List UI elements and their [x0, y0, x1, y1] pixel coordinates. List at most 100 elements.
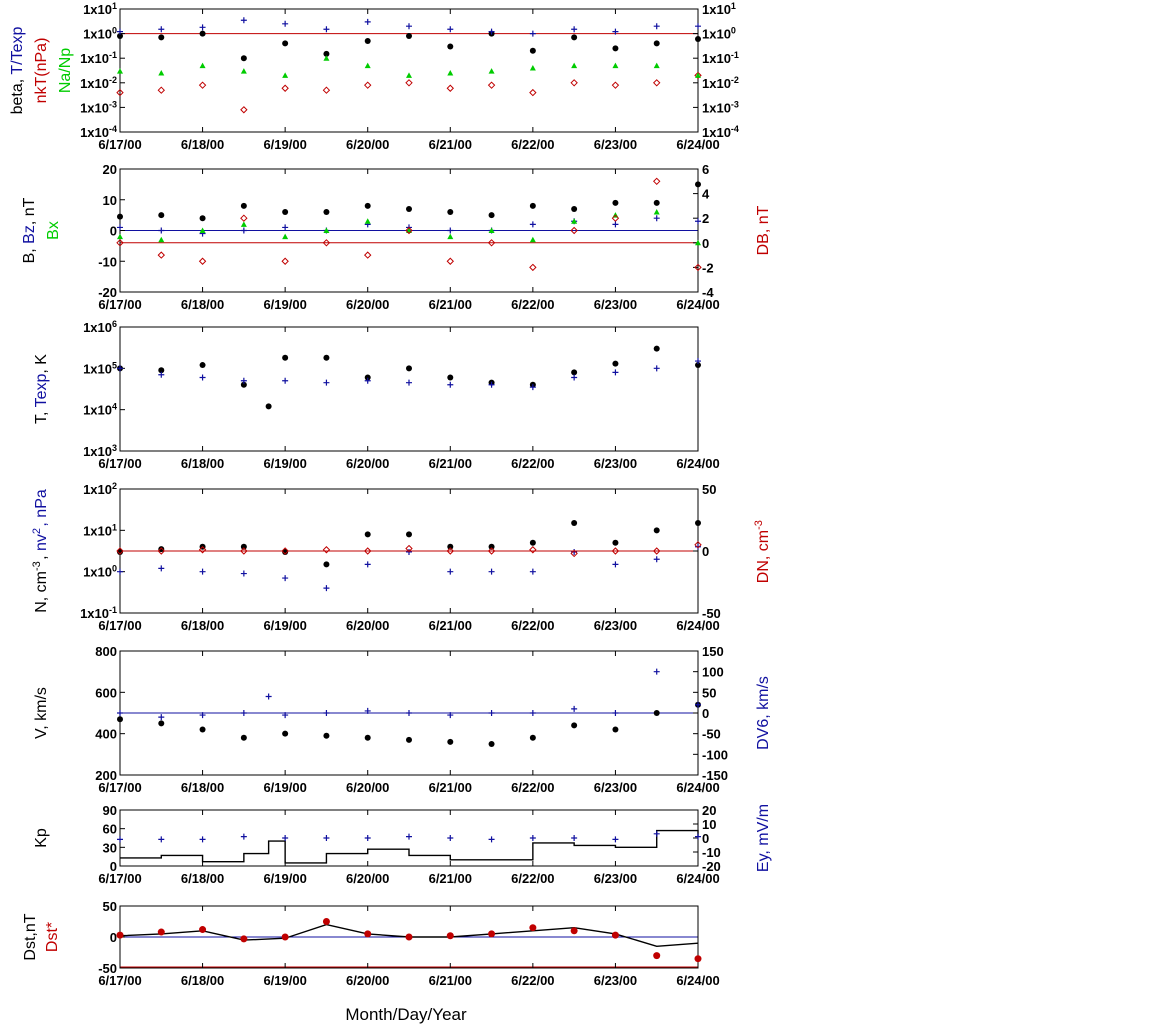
data-point [364, 81, 372, 89]
data-point [488, 836, 495, 843]
y-axis-label-line: DV6, km/s [755, 676, 772, 750]
data-point [405, 79, 413, 87]
data-point [158, 714, 165, 721]
x-tick-label: 6/20/00 [346, 780, 389, 795]
data-point [529, 47, 536, 54]
data-point [364, 377, 371, 384]
data-point [364, 734, 371, 741]
x-tick-label: 6/23/00 [594, 780, 637, 795]
y-tick-label-right: 150 [702, 644, 724, 659]
x-tick-label: 6/22/00 [511, 456, 554, 471]
series-ey [117, 830, 701, 843]
data-point [488, 710, 495, 716]
data-point [364, 251, 372, 259]
data-point [447, 374, 454, 381]
data-point [282, 712, 289, 719]
dst-index-panel: 6/17/00 6/18/00 6/19/00 6/20/00 6/21/00 6/22/… [22, 899, 720, 988]
data-point [571, 705, 578, 712]
data-point [158, 212, 165, 219]
data-point [529, 64, 536, 71]
data-point [282, 72, 289, 78]
x-tick-label: 6/23/00 [594, 973, 637, 988]
data-point [364, 62, 371, 69]
data-point [116, 239, 124, 247]
data-point [529, 263, 537, 272]
data-point [323, 55, 330, 61]
x-tick-label: 6/18/00 [181, 456, 224, 471]
data-point [364, 202, 371, 209]
data-point [695, 520, 701, 527]
y-tick-label: 1x10-1 [80, 605, 117, 621]
y-axis-label-line: Bx [45, 221, 62, 240]
data-point [364, 38, 371, 45]
x-tick-label: 6/20/00 [346, 456, 389, 471]
data-point [323, 835, 330, 841]
data-point [695, 36, 701, 43]
y-axis-label-line: nkT(nPa) [33, 38, 50, 104]
x-tick-label: 6/22/00 [511, 871, 554, 886]
series-dv6 [117, 668, 701, 721]
data-point [364, 18, 371, 25]
data-point [117, 836, 123, 843]
y-tick-label-right: 6 [702, 162, 709, 177]
data-point [695, 181, 701, 188]
y-tick-label-right: 100 [702, 665, 724, 680]
data-point [529, 88, 537, 97]
data-point [447, 233, 454, 240]
data-point [117, 28, 123, 35]
data-point [571, 369, 578, 376]
data-point [529, 539, 536, 546]
data-point [612, 360, 619, 367]
data-point [611, 547, 620, 555]
x-tick-label: 6/18/00 [181, 137, 224, 152]
series-nv2 [117, 543, 701, 592]
y-axis-label-line: DB, nT [755, 205, 772, 255]
data-point [406, 365, 412, 372]
data-point [447, 381, 454, 388]
data-point [653, 952, 661, 960]
x-tick-label: 6/22/00 [511, 780, 554, 795]
data-point [487, 81, 496, 89]
data-point [612, 726, 619, 733]
data-point [612, 45, 619, 52]
x-tick-label: 6/22/00 [511, 137, 554, 152]
data-point [571, 205, 578, 212]
data-point [117, 365, 123, 372]
data-point [240, 734, 247, 741]
data-point [446, 547, 454, 555]
velocity-panel: 6/17/00 6/18/00 6/19/00 6/20/00 6/21/00 6/22/… [33, 644, 772, 795]
data-point [282, 575, 289, 582]
data-point [323, 227, 330, 233]
data-point [364, 531, 371, 538]
data-point [157, 86, 165, 94]
x-tick-label: 6/18/00 [181, 973, 224, 988]
data-point [240, 55, 247, 62]
y-tick-label: -10 [98, 254, 117, 269]
data-point [487, 547, 496, 555]
y-tick-label: 50 [103, 899, 117, 914]
y-tick-label: 1x101 [83, 522, 117, 538]
y-tick-label: 200 [95, 768, 117, 783]
data-point [695, 218, 701, 225]
data-point [529, 568, 536, 575]
data-point [322, 918, 330, 925]
data-point [199, 30, 206, 37]
data-point [529, 710, 536, 716]
x-tick-label: 6/21/00 [429, 780, 472, 795]
series-kp [120, 829, 699, 864]
data-point [487, 239, 496, 247]
y-tick-label-right: -4 [702, 285, 714, 300]
y-tick-label: 1x10-1 [80, 50, 117, 66]
x-tick-label: 6/20/00 [346, 297, 389, 312]
y-axis-label-line: Kp [33, 828, 50, 848]
x-tick-label: 6/18/00 [181, 297, 224, 312]
y-tick-label: 1x100 [83, 26, 117, 42]
data-point [694, 71, 702, 80]
series-dn [116, 541, 702, 558]
data-point [323, 732, 330, 739]
y-axis-label: B, Bz, nT Bx [21, 197, 62, 263]
data-point [240, 570, 247, 577]
data-point [158, 227, 165, 234]
data-point [612, 28, 619, 35]
